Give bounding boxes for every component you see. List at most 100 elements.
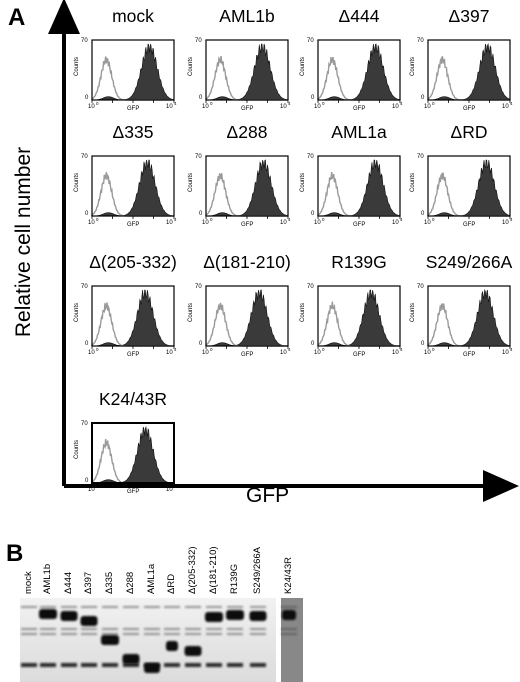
loading-band (206, 663, 222, 667)
background-band (81, 606, 97, 608)
background-band (21, 628, 37, 630)
x-max-tick: 10 (280, 350, 287, 356)
gfp-histogram-fill (91, 425, 175, 484)
y-max-tick: 70 (195, 284, 202, 290)
background-band (185, 606, 201, 608)
blot-lane (249, 606, 267, 667)
gfp-histogram-fill (205, 43, 289, 101)
condition-label: Δ288 (226, 122, 268, 142)
condition-label: Δ(205-332) (89, 252, 177, 272)
x-max-tick: 10 (392, 220, 399, 226)
y-max-tick: 70 (307, 284, 314, 290)
gfp-histogram-fill (91, 43, 175, 101)
background-band (206, 628, 222, 630)
loading-band (21, 663, 37, 667)
background-band (123, 628, 139, 630)
x-min-exp: 0 (322, 101, 325, 106)
blot-lane (101, 606, 119, 667)
background-band (164, 606, 180, 608)
histogram-plot (91, 39, 175, 103)
x-max-tick: 10 (502, 220, 509, 226)
blot-lane (60, 606, 78, 667)
background-band (40, 628, 56, 630)
gfp-histogram-fill (427, 42, 511, 101)
background-band (61, 628, 77, 630)
protein-band (205, 612, 223, 622)
x-min-tick: 10 (314, 220, 321, 226)
background-band (61, 633, 77, 635)
loading-band (102, 663, 118, 667)
x-max-tick: 10 (502, 104, 509, 110)
gfp-histogram-fill (427, 288, 511, 347)
background-band (40, 606, 56, 608)
protein-band (226, 610, 244, 620)
loading-band (227, 663, 243, 667)
protein-band (60, 611, 78, 621)
background-band (281, 628, 297, 630)
x-min-exp: 0 (210, 217, 213, 222)
y-max-tick: 70 (81, 284, 88, 290)
y-min-tick: 0 (85, 478, 89, 484)
histogram-plot (91, 422, 175, 486)
gfp-histogram-fill (317, 159, 401, 217)
background-band (206, 633, 222, 635)
blot-bands (21, 606, 297, 673)
x-max-exp: 4 (288, 347, 291, 352)
protein-band (101, 635, 119, 645)
histogram-plot (205, 155, 289, 219)
x-min-exp: 0 (432, 101, 435, 106)
background-band (144, 606, 160, 608)
protein-band (184, 646, 202, 656)
panel-b-letter: B (6, 540, 24, 567)
x-min-exp: 0 (96, 347, 99, 352)
x-min-tick: 10 (88, 350, 95, 356)
background-band (81, 628, 97, 630)
protein-band (39, 609, 57, 619)
blot-lane (281, 606, 297, 635)
x-max-exp: 4 (288, 101, 291, 106)
y-max-tick: 70 (195, 38, 202, 44)
y-min-tick: 0 (311, 211, 315, 217)
panel-a-letter: A (8, 4, 26, 31)
x-max-tick: 10 (166, 350, 173, 356)
loading-band (123, 663, 139, 667)
x-axis-label: GFP (246, 484, 290, 507)
gfp-histogram-fill (205, 289, 289, 347)
protein-band (282, 610, 296, 620)
gfp-axis-title: GFP (127, 489, 140, 495)
x-max-exp: 4 (510, 101, 513, 106)
protein-band (249, 611, 267, 621)
x-max-exp: 4 (174, 101, 177, 106)
blot-lane (21, 606, 37, 667)
background-band (185, 633, 201, 635)
protein-band (122, 654, 140, 664)
y-min-tick: 0 (85, 211, 89, 217)
x-max-tick: 10 (280, 104, 287, 110)
background-band (40, 633, 56, 635)
gfp-histogram-fill (91, 289, 175, 347)
gfp-axis-title: GFP (353, 222, 366, 228)
background-band (61, 606, 77, 608)
x-max-tick: 10 (166, 487, 173, 493)
histogram-plot (427, 39, 511, 103)
background-band (102, 628, 118, 630)
gfp-axis-title: GFP (463, 352, 476, 358)
loading-band (185, 663, 201, 667)
background-band (144, 628, 160, 630)
histogram-plot (205, 39, 289, 103)
blot-lane (80, 606, 98, 667)
condition-label: AML1a (331, 122, 387, 142)
x-max-exp: 4 (400, 101, 403, 106)
condition-label: S249/266A (425, 252, 513, 272)
gfp-axis-title: GFP (127, 352, 140, 358)
x-min-exp: 0 (96, 101, 99, 106)
background-band (250, 628, 266, 630)
y-max-tick: 70 (307, 154, 314, 160)
histogram-plot (205, 285, 289, 349)
histogram-plot (427, 155, 511, 219)
background-band (81, 633, 97, 635)
histogram-plot (317, 39, 401, 103)
blot-lane (122, 606, 140, 667)
